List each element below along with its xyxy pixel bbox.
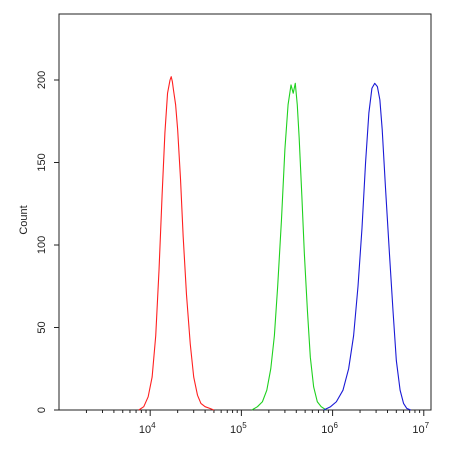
histogram-series-3: [323, 82, 411, 411]
x-tick-base: 10: [230, 424, 242, 436]
x-tick-label: 104: [139, 421, 156, 436]
plot-frame: [58, 13, 432, 411]
x-tick-exponent: 7: [425, 421, 430, 430]
x-tick-exponent: 6: [333, 421, 338, 430]
y-tick-label: 150: [36, 153, 48, 171]
x-tick-label: 105: [230, 421, 247, 436]
y-axis-label: Count: [18, 205, 30, 234]
x-tick-label: 107: [412, 421, 429, 436]
x-tick-exponent: 5: [242, 421, 247, 430]
x-tick-exponent: 4: [151, 421, 156, 430]
x-tick-base: 10: [139, 424, 151, 436]
y-tick-label: 50: [36, 321, 48, 333]
x-tick-base: 10: [321, 424, 333, 436]
series-layer: [138, 76, 411, 411]
y-tick-label: 200: [36, 71, 48, 89]
x-tick-label: 106: [321, 421, 338, 436]
histogram-series-1: [138, 76, 215, 411]
y-tick-label: 100: [36, 236, 48, 254]
x-tick-base: 10: [412, 424, 424, 436]
y-tick-label: 0: [36, 407, 48, 413]
histogram-series-2: [251, 82, 327, 411]
